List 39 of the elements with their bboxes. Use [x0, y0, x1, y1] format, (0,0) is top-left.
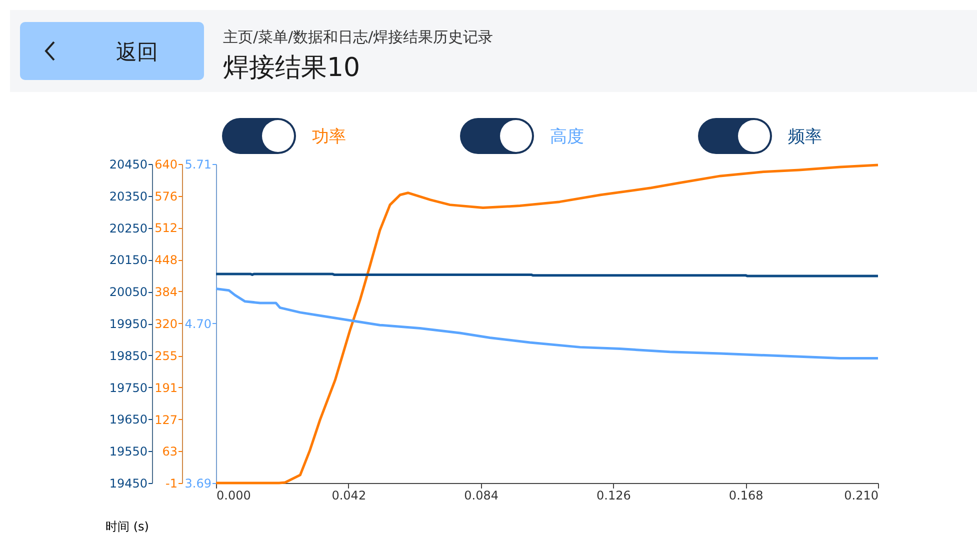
x-axis-title: 时间 (s) [106, 520, 149, 534]
y2-tick-label: 255 [154, 349, 178, 364]
text: 频率 [788, 126, 822, 148]
y2-tick-label: 640 [154, 158, 178, 172]
line-series [214, 288, 880, 360]
x-tick-label: 0.000 [216, 488, 251, 502]
y3-tick-label: 3.69 [184, 476, 212, 490]
chart-title: 焊接结果10 [223, 52, 360, 85]
y3-tick-label: 5.71 [184, 158, 212, 172]
y-tick-label: 19450 [109, 476, 148, 490]
y-tick-label: 19750 [109, 380, 148, 395]
y-tick-label: 20450 [109, 158, 148, 172]
y2-tick-label: 448 [154, 253, 178, 268]
y3-tick-label: 4.70 [184, 317, 212, 331]
y2-tick-label: 512 [154, 221, 178, 236]
y-tick-label: 19550 [109, 444, 148, 459]
x-tick-label: 0.168 [728, 488, 764, 502]
y-tick-label: 20050 [109, 285, 148, 300]
text: 高度 [550, 126, 584, 148]
y-tick-label: 19650 [109, 412, 148, 427]
y2-tick-label: 384 [154, 284, 178, 299]
x-tick-label: 0.210 [844, 488, 878, 502]
y-tick-label: 19950 [109, 317, 148, 331]
y2-tick-label: 63 [162, 444, 178, 459]
y2-tick-label: 576 [154, 189, 178, 204]
x-tick-label: 0.042 [332, 488, 366, 502]
x-tick-label: 0.084 [464, 488, 498, 502]
y2-tick-label: 127 [154, 412, 178, 427]
x-tick-label: 0.126 [596, 488, 631, 502]
y2-tick-label: -1 [166, 476, 178, 490]
text: 返回 [116, 39, 158, 66]
chart-subtitle: 主页/菜单/数据和日志/焊接结果历史记录 [223, 28, 494, 47]
y-tick-label: 19850 [109, 348, 148, 363]
y2-tick-label: 191 [154, 380, 178, 395]
text: 功率 [312, 126, 346, 148]
y-tick-label: 20350 [109, 189, 148, 204]
y2-tick-label: 320 [154, 316, 178, 331]
y-tick-label: 20250 [109, 221, 148, 236]
y-tick-label: 20150 [109, 253, 148, 268]
